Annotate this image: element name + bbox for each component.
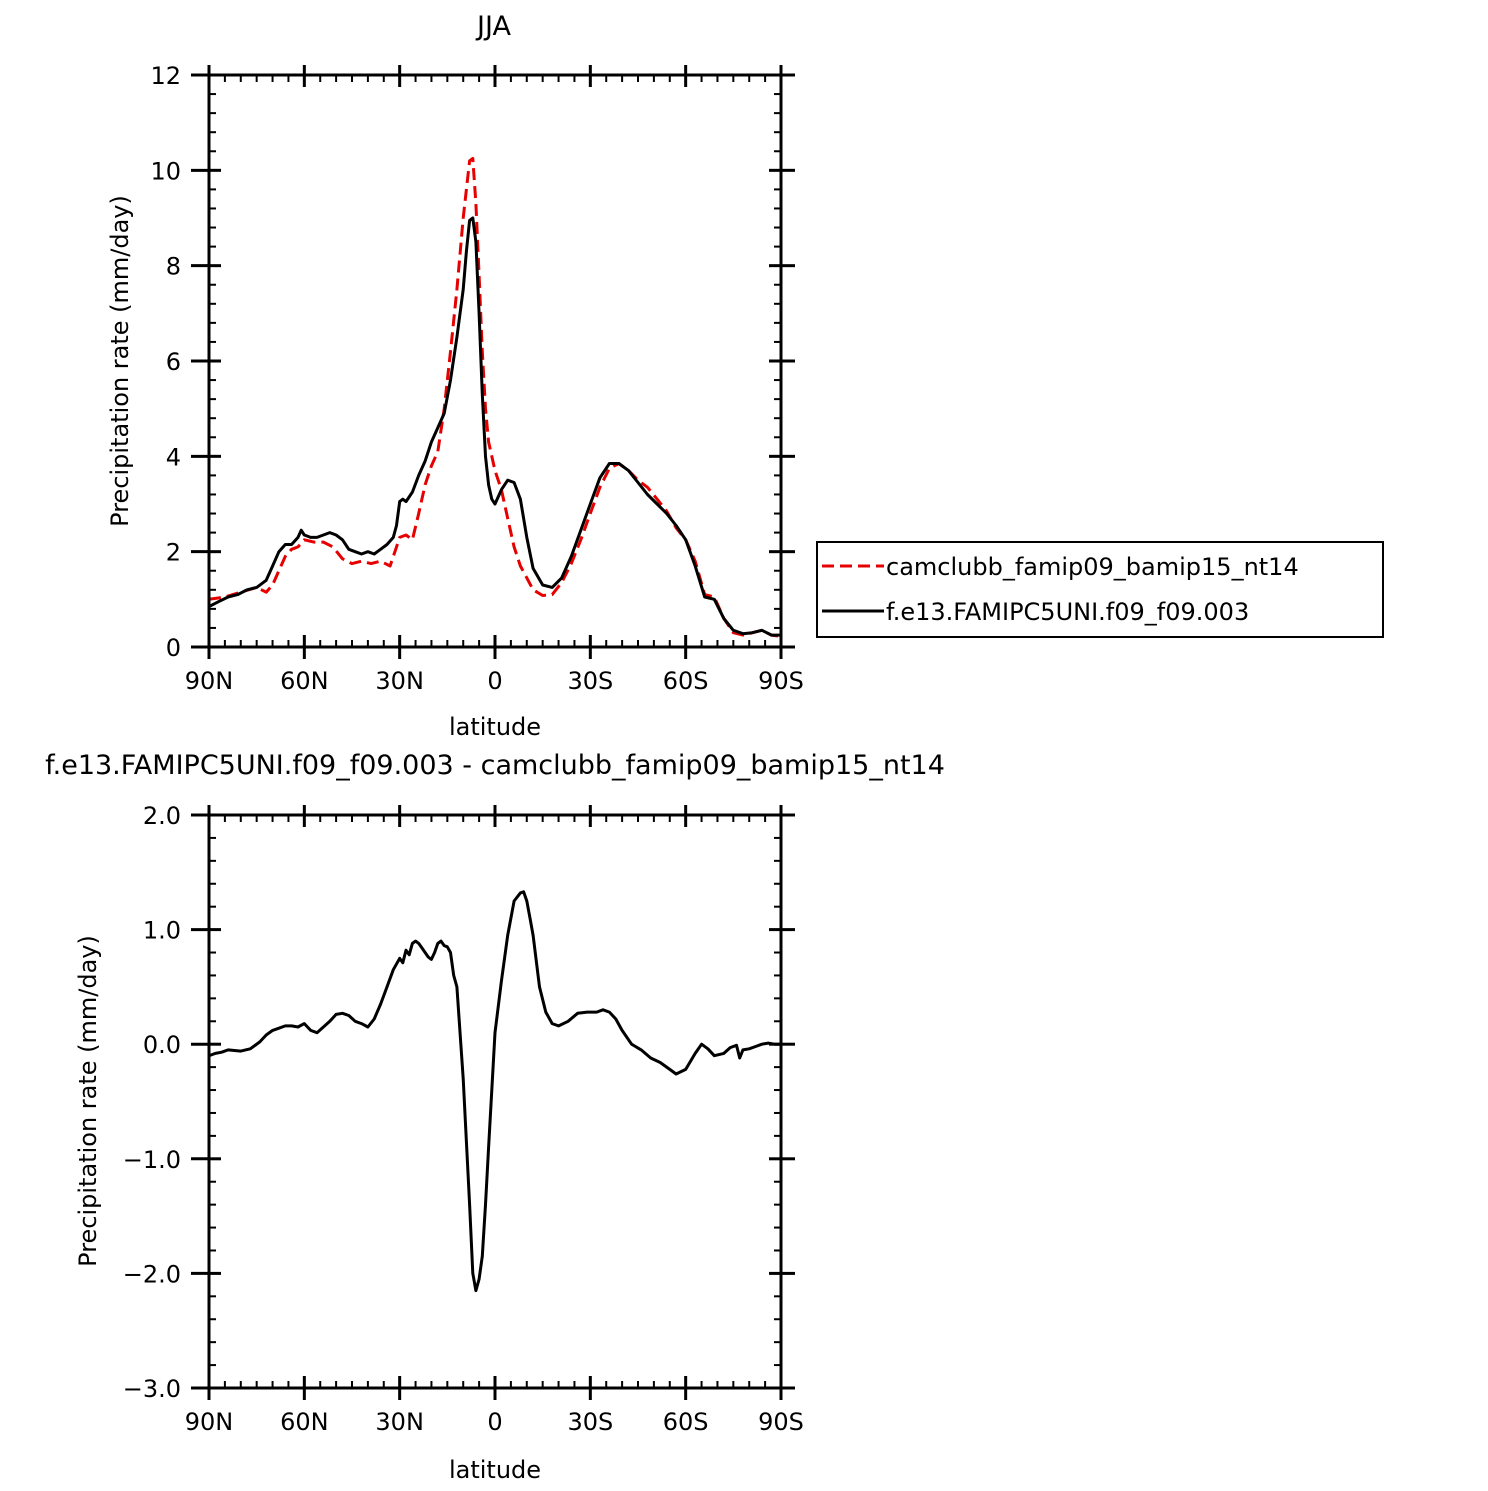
series-line-black-solid — [209, 890, 781, 1293]
y-tick-label: 2.0 — [143, 802, 181, 830]
x-tick-label: 90S — [758, 1408, 804, 1436]
x-tick-label: 60N — [280, 667, 329, 695]
x-axis-label: latitude — [449, 713, 541, 741]
x-tick-label: 90N — [185, 1408, 234, 1436]
series-group — [209, 890, 781, 1293]
plot-area: 90N 60N 30N 0 30S 60S 90S 0 2 4 6 8 10 12 — [150, 62, 803, 695]
x-axis-label: latitude — [449, 1456, 541, 1484]
y-tick-label: 10 — [150, 157, 181, 185]
series-group — [209, 156, 781, 638]
y-axis-label: Precipitation rate (mm/day) — [74, 935, 102, 1267]
y-tick-label: 1.0 — [143, 917, 181, 945]
y-tick-label: −1.0 — [123, 1146, 181, 1174]
y-tick-label: −2.0 — [123, 1260, 181, 1288]
chart-title: JJA — [475, 11, 511, 42]
chart-panel-seasonal-mean: JJA 90N 60N 30N 0 30S 60S 90S 0 2 4 6 8 10 12 Precipi… — [106, 11, 804, 741]
y-tick-label: 0 — [166, 634, 181, 662]
x-tick-label: 90S — [758, 667, 804, 695]
x-tick-label: 30N — [375, 1408, 424, 1436]
y-tick-label: 6 — [166, 348, 181, 376]
y-tick-label: −3.0 — [123, 1375, 181, 1403]
plot-area: 90N 60N 30N 0 30S 60S 90S −3.0 −2.0 −1.0 0.0 1.0 2.0 — [123, 802, 804, 1436]
x-tick-label: 30S — [567, 667, 613, 695]
x-tick-label: 30S — [567, 1408, 613, 1436]
series-line-black-solid — [209, 216, 781, 637]
y-tick-label: 2 — [166, 539, 181, 567]
legend-entry-1: camclubb_famip09_bamip15_nt14 — [886, 553, 1299, 581]
y-tick-label: 12 — [150, 62, 181, 90]
y-axis-label: Precipitation rate (mm/day) — [106, 195, 134, 527]
x-tick-label: 60N — [280, 1408, 329, 1436]
chart-panel-difference: f.e13.FAMIPC5UNI.f09_f09.003 - camclubb_… — [45, 750, 945, 1484]
legend-box — [816, 541, 1384, 638]
chart-title: f.e13.FAMIPC5UNI.f09_f09.003 - camclubb_… — [45, 750, 945, 781]
plot-frame — [207, 813, 783, 1390]
x-tick-label: 60S — [663, 1408, 709, 1436]
x-tick-label: 0 — [487, 667, 502, 695]
legend: camclubb_famip09_bamip15_nt14 f.e13.FAMI… — [816, 541, 1384, 638]
x-tick-label: 60S — [663, 667, 709, 695]
y-tick-label: 4 — [166, 443, 181, 471]
y-tick-label: 8 — [166, 253, 181, 281]
y-tick-label: 0.0 — [143, 1031, 181, 1059]
x-tick-label: 0 — [487, 1408, 502, 1436]
x-tick-label: 90N — [185, 667, 234, 695]
legend-entry-2: f.e13.FAMIPC5UNI.f09_f09.003 — [886, 598, 1249, 626]
x-tick-label: 30N — [375, 667, 424, 695]
